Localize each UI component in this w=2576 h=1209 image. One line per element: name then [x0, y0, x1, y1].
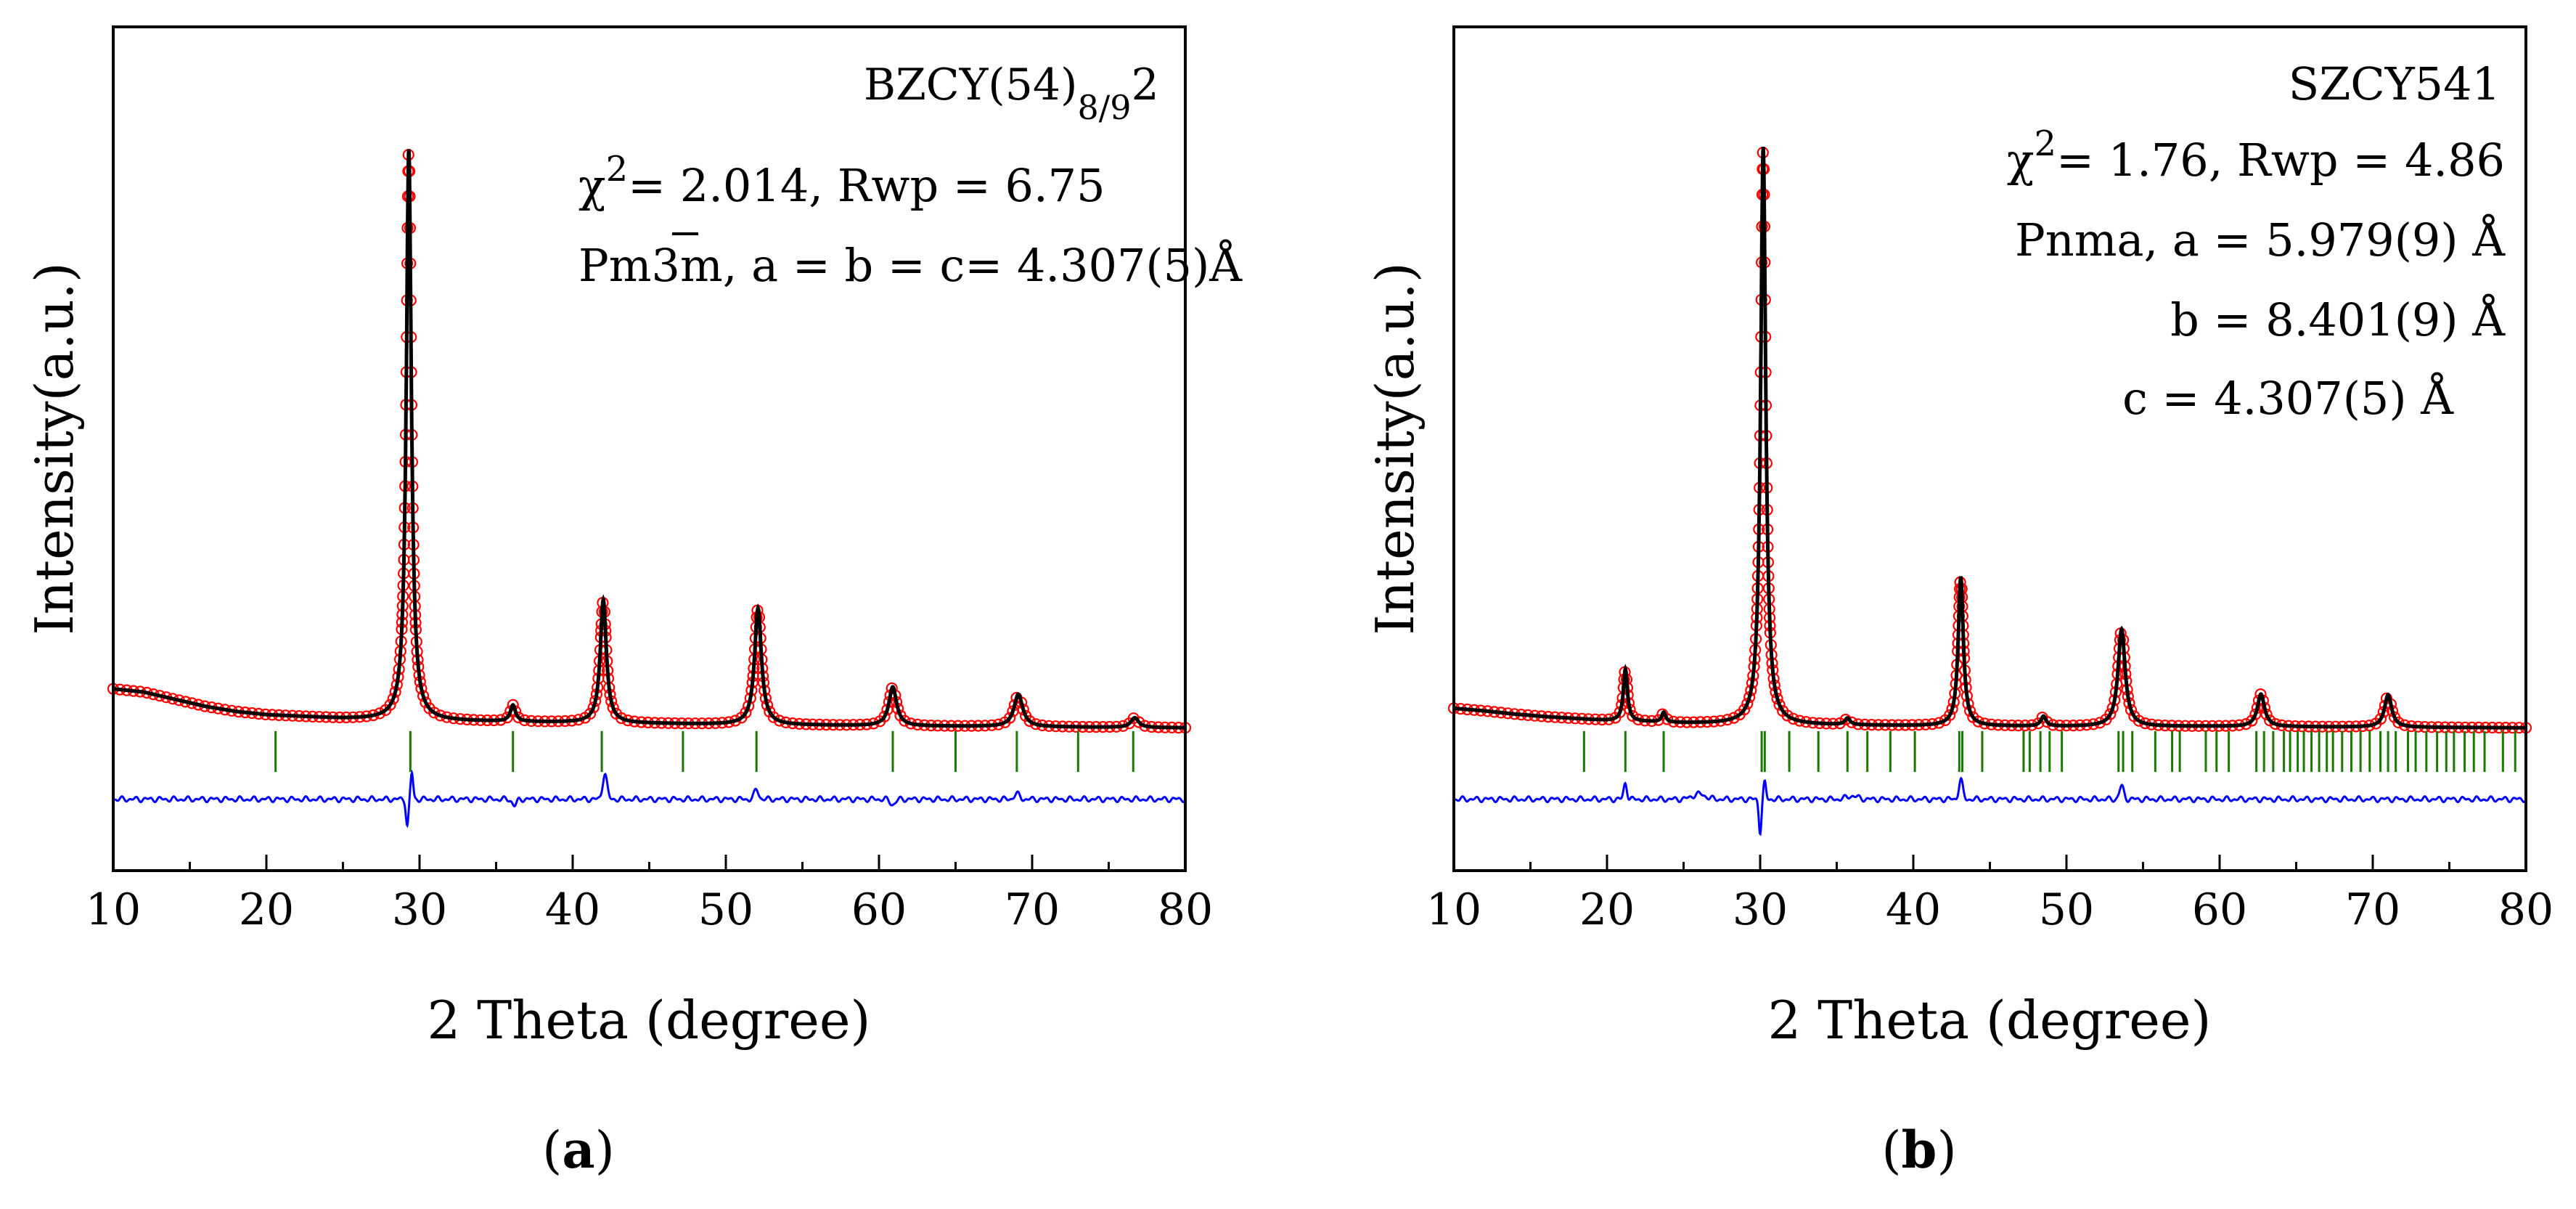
calculated-line-a: [113, 149, 1186, 730]
observed-point-b-143: [1944, 709, 1956, 721]
fit-stats-a-text: = 2.014, Rwp = 6.75: [628, 159, 1105, 212]
x-tick-label-a-3: 40: [545, 884, 600, 935]
observed-point-a-245: [1004, 712, 1016, 724]
x-tick-label-a-5: 60: [851, 884, 907, 935]
observed-point-b-260: [2374, 712, 2387, 725]
observed-point-a-119: [507, 699, 519, 711]
observed-point-b-54: [1738, 704, 1751, 716]
observed-point-a-252: [1023, 715, 1036, 728]
observed-point-b-267: [2392, 716, 2405, 729]
cell-b-b: b = 8.401(9) Å: [2170, 293, 2506, 346]
sample-label-a-tail: 2: [1132, 60, 1159, 110]
observed-point-a-269: [1133, 716, 1145, 728]
x-tick-label-a-1: 20: [239, 884, 294, 935]
x-tick-label-a-4: 50: [698, 884, 753, 935]
x-tick-label-a-2: 30: [392, 884, 447, 935]
sample-label-a-sub: 8/9: [1077, 88, 1131, 127]
observed-point-a-178: [740, 707, 752, 719]
space-group-a: Pm3m, a = b = c= 4.307(5)Å: [578, 239, 1243, 292]
x-tick-label-b-7: 80: [2498, 884, 2553, 935]
x-tick-label-b-3: 40: [1886, 884, 1941, 935]
observed-point-b-118: [1781, 709, 1794, 722]
observed-point-a-106: [428, 707, 441, 719]
chi-symbol-b: χ: [2007, 134, 2035, 187]
x-tick-label-b-6: 70: [2345, 884, 2400, 935]
x-tick-label-b-1: 20: [1579, 884, 1635, 935]
space-group-a-part2: m, a = b = c= 4.307(5)Å: [680, 239, 1243, 292]
panel-a: 10 20 30 40 50 60 70 80 BZCY(54)8/92 χ2= 2.014,…: [24, 25, 1243, 1180]
bragg-ticks-a: [274, 730, 1134, 773]
observed-point-a-117: [501, 711, 513, 724]
x-axis-a: 10 20 30 40 50 60 70 80: [86, 855, 1213, 935]
caption-a: (a): [542, 1120, 615, 1180]
sample-label-a: BZCY(54)8/92: [864, 60, 1159, 127]
calculated-line-b: [1453, 147, 2526, 730]
space-group-a-part1: Pm: [578, 239, 652, 292]
caption-b-letter: b: [1902, 1120, 1937, 1180]
plot-area-a: [107, 149, 1192, 829]
chi-sup-b: 2: [2034, 123, 2056, 164]
observed-point-b-42: [1661, 713, 1674, 725]
observed-point-a-229: [899, 715, 911, 727]
x-tick-label-b-0: 10: [1426, 884, 1481, 935]
x-axis-label-b: 2 Theta (degree): [1767, 990, 2211, 1051]
x-tick-label-a-6: 70: [1005, 884, 1060, 935]
x-axis-b: 10 20 30 40 50 60 70 80: [1426, 855, 2553, 935]
difference-line-a: [113, 769, 1187, 829]
fit-stats-b: χ2= 1.76, Rwp = 4.86: [2007, 123, 2505, 187]
plot-area-b: [1447, 147, 2532, 836]
x-tick-label-b-2: 30: [1733, 884, 1788, 935]
observed-point-b-186: [2041, 715, 2053, 728]
sample-label-b: SZCY541: [2289, 57, 2501, 110]
observed-series-a: [107, 149, 1192, 734]
y-axis-label-a: Intensity(a.u.): [24, 262, 85, 635]
observed-point-a-132: [584, 707, 597, 720]
x-tick-label-a-0: 10: [86, 884, 141, 935]
observed-point-a-203: [767, 711, 780, 723]
x-tick-label-b-4: 50: [2039, 884, 2094, 935]
observed-point-a-220: [878, 710, 891, 722]
cell-a-b: Pnma, a = 5.979(9) Å: [2015, 213, 2506, 266]
observed-point-a-104: [420, 696, 432, 709]
fit-stats-b-text: = 1.76, Rwp = 4.86: [2056, 134, 2505, 187]
x-tick-label-a-7: 80: [1158, 884, 1213, 935]
chi-symbol-a: χ: [578, 159, 606, 212]
observed-point-b-235: [2246, 715, 2258, 727]
y-axis-label-b: Intensity(a.u.): [1365, 262, 1426, 635]
bragg-ticks-b: [1582, 730, 2516, 773]
plot-frame-a: [112, 25, 1187, 872]
x-tick-label-b-5: 60: [2192, 884, 2247, 935]
difference-line-b: [1453, 776, 2527, 836]
x-axis-label-a: 2 Theta (degree): [427, 990, 870, 1051]
fit-stats-a: χ2= 2.014, Rwp = 6.75: [578, 149, 1105, 212]
observed-point-a-121: [512, 711, 525, 724]
space-group-a-bar-digit: 3: [652, 239, 680, 292]
panel-b: 10 20 30 40 50 60 70 80 SZCY541 χ2= 1.76, Rwp =…: [1365, 25, 2553, 1180]
observed-point-b-196: [2104, 708, 2117, 720]
observed-point-a-42: [384, 699, 396, 711]
observed-point-b-218: [2133, 715, 2146, 727]
caption-a-letter: a: [562, 1120, 594, 1180]
cell-c-b: c = 4.307(5) Å: [2122, 372, 2454, 425]
caption-b: (b): [1881, 1120, 1957, 1180]
sample-label-a-base: BZCY(54): [864, 60, 1077, 110]
chi-sup-a: 2: [606, 149, 629, 190]
